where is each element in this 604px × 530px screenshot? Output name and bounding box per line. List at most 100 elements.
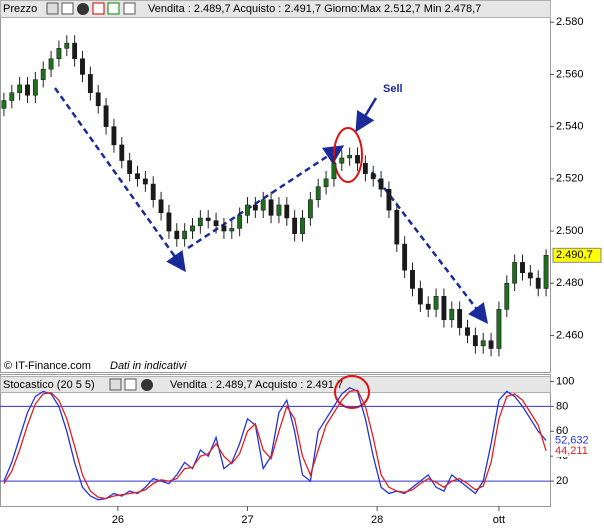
candle-body	[197, 217, 203, 227]
candle-body	[323, 178, 329, 187]
candle-body	[252, 204, 258, 211]
candle-body	[25, 84, 30, 96]
y-tick-label: 2.460	[556, 329, 584, 341]
candle-body	[245, 204, 250, 216]
candle-body	[410, 269, 415, 289]
candle-body	[535, 277, 541, 289]
stoch-header	[0, 376, 551, 393]
x-tick-label: 28	[371, 514, 383, 526]
highlight	[333, 127, 363, 183]
candle-body	[150, 183, 156, 200]
stoch-info: Vendita : 2.489,7 Acquisto : 2.491,7	[170, 379, 343, 391]
price-info: Vendita : 2.489,7 Acquisto : 2.491,7 Gio…	[148, 3, 481, 15]
candle-body	[64, 42, 70, 49]
y-tick-label: 80	[556, 400, 568, 412]
candle-body	[268, 199, 274, 216]
icon-settings[interactable]	[46, 2, 59, 15]
trend-arrow	[53, 87, 186, 273]
candle-body	[260, 199, 266, 211]
candle-body	[190, 225, 195, 232]
candle-body	[221, 225, 227, 232]
candle-body	[158, 199, 164, 214]
data-note: Dati in indicativi	[110, 360, 187, 372]
candle-body	[32, 79, 38, 96]
candle-body	[40, 68, 46, 80]
icon-window[interactable]	[61, 2, 74, 15]
candle-body	[488, 340, 494, 349]
y-tick-label: 2.580	[556, 16, 584, 28]
candle-body	[355, 155, 360, 164]
candle-body	[512, 262, 518, 284]
candle-body	[174, 230, 180, 240]
candle-body	[520, 262, 525, 274]
candle-body	[237, 215, 243, 229]
icon-down[interactable]	[92, 2, 105, 15]
stoch-line	[3, 389, 547, 500]
candle-body	[292, 217, 298, 234]
y-tick-label: 2.560	[556, 68, 584, 80]
candle-body	[142, 178, 148, 185]
candle-body	[72, 42, 78, 60]
candle-body	[135, 173, 140, 180]
candle-body	[229, 228, 235, 232]
y-tick-label: 2.500	[556, 225, 584, 237]
stoch-panel	[0, 374, 551, 507]
candle-body	[182, 230, 188, 240]
y-tick-label: 20	[556, 475, 568, 487]
candle-body	[166, 212, 172, 232]
candle-body	[87, 74, 93, 93]
candle-body	[362, 162, 368, 174]
stoch-line	[3, 386, 547, 501]
x-tick-label: ott	[493, 514, 505, 526]
stoch-title: Stocastico (20 5 5)	[3, 379, 95, 391]
x-tick-label: 27	[241, 514, 253, 526]
icon-window[interactable]	[124, 378, 137, 391]
candle-body	[331, 162, 337, 180]
y-tick-label: 2.480	[556, 277, 584, 289]
candle-body	[496, 309, 502, 349]
y-tick-label: 2.540	[556, 121, 584, 133]
y-tick-label: 60	[556, 425, 568, 437]
candle-body	[480, 340, 486, 347]
candle-body	[472, 335, 478, 347]
stoch-icons[interactable]	[109, 378, 153, 391]
candle-body	[504, 283, 510, 310]
candle-body	[425, 303, 431, 310]
candle-body	[80, 58, 85, 75]
candle-body	[339, 157, 345, 164]
candle-body	[441, 296, 447, 321]
candle-body	[103, 105, 109, 127]
candle-body	[119, 144, 125, 161]
icon-up[interactable]	[107, 2, 120, 15]
icon-close[interactable]	[77, 3, 89, 15]
candle-body	[300, 217, 305, 234]
sell-label: Sell	[383, 83, 403, 95]
highlight	[334, 375, 370, 409]
candle-body	[527, 272, 533, 279]
icon-export[interactable]	[123, 2, 136, 15]
price-header	[0, 0, 551, 18]
icon-settings[interactable]	[109, 378, 122, 391]
value-label-box	[553, 434, 593, 447]
copyright: © IT-Finance.com	[4, 360, 91, 372]
candle-body	[433, 296, 439, 310]
icon-close[interactable]	[141, 379, 153, 391]
candle-body	[9, 92, 15, 101]
value-label: 44,211	[555, 445, 588, 457]
candle-body	[1, 100, 7, 109]
candle-body	[276, 204, 282, 216]
y-tick-label: 2.520	[556, 173, 584, 185]
candle-body	[347, 155, 353, 159]
toolbar-icons[interactable]	[46, 2, 136, 15]
value-label-box	[553, 444, 593, 457]
candle-body	[17, 84, 23, 93]
candle-body	[127, 160, 133, 174]
candle-body	[284, 204, 290, 219]
candle-body	[394, 209, 400, 245]
candle-body	[307, 199, 313, 219]
candle-body	[315, 186, 321, 200]
candle-body	[111, 126, 117, 146]
last-price-label: 2.490,7	[556, 249, 593, 261]
candle-body	[543, 255, 549, 289]
